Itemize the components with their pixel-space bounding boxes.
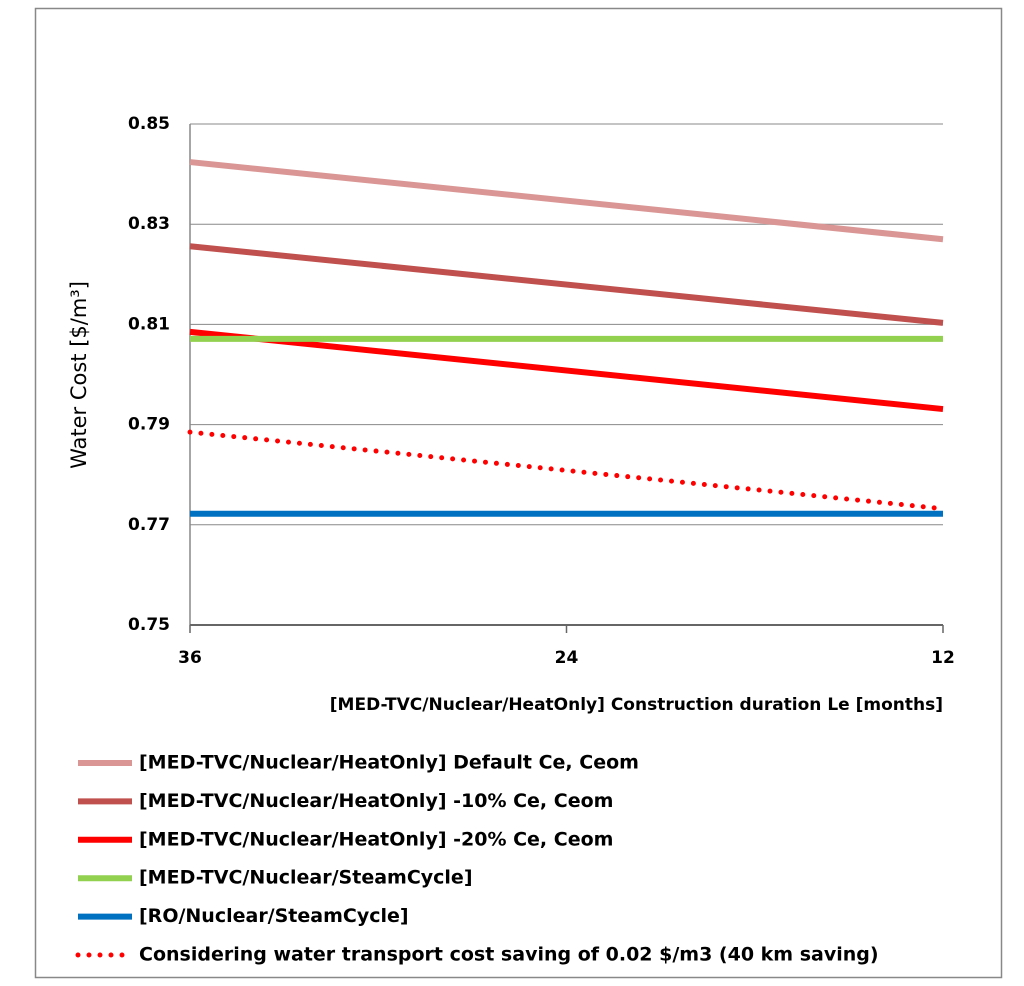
y-axis-title: Water Cost [$/m³] [67, 281, 91, 469]
x-tick-label: 36 [178, 648, 202, 668]
y-tick-label: 0.81 [128, 314, 170, 334]
series-line [189, 243, 944, 326]
x-axis-title: [MED-TVC/Nuclear/HeatOnly] Construction … [330, 695, 943, 715]
x-tick-label: 24 [555, 648, 579, 668]
x-tick-label: 12 [931, 648, 955, 668]
y-tick-label: 0.83 [128, 214, 170, 234]
series-line [189, 159, 944, 243]
legend-label: [MED-TVC/Nuclear/HeatOnly] Default Ce, C… [139, 752, 639, 774]
y-tick-label: 0.75 [128, 615, 170, 635]
y-tick-label: 0.77 [128, 515, 170, 535]
legend-label: [RO/Nuclear/SteamCycle] [139, 905, 409, 927]
series-line [189, 328, 944, 413]
chart-border [34, 7, 1003, 979]
y-tick-label: 0.79 [128, 415, 170, 435]
legend-label: [MED-TVC/Nuclear/HeatOnly] -20% Ce, Ceom [139, 828, 613, 850]
legend-label: [MED-TVC/Nuclear/HeatOnly] -10% Ce, Ceom [139, 790, 613, 812]
legend-label: Considering water transport cost saving … [139, 944, 879, 966]
legend-label: [MED-TVC/Nuclear/SteamCycle] [139, 867, 473, 889]
y-tick-label: 0.85 [128, 114, 170, 134]
